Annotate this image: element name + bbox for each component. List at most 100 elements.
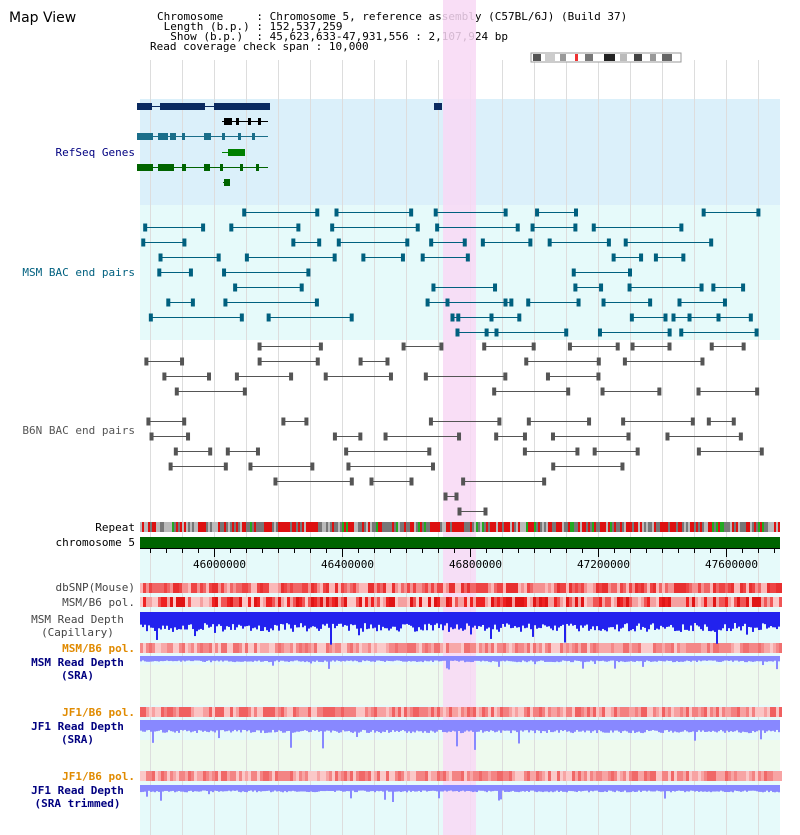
heat-cell <box>158 597 161 607</box>
depth-bar <box>714 785 716 792</box>
depth-bar <box>542 612 544 625</box>
bac-end-marker <box>564 328 569 337</box>
depth-bar <box>728 656 730 662</box>
repeat-segment <box>324 522 326 532</box>
repeat-segment <box>680 522 682 532</box>
heat-cell <box>332 643 335 653</box>
heat-cell <box>410 771 413 781</box>
depth-bar <box>232 785 234 791</box>
depth-bar <box>456 720 458 747</box>
repeat-segment <box>664 522 666 532</box>
heat-cell <box>401 583 404 593</box>
repeat-segment <box>728 522 730 532</box>
repeat-segment <box>268 522 270 532</box>
depth-bar <box>182 785 184 792</box>
depth-bar <box>666 612 668 627</box>
depth-bar <box>582 656 584 669</box>
heat-cell <box>776 597 779 607</box>
depth-bar <box>474 612 476 626</box>
heat-cell <box>179 707 182 717</box>
repeat-segment <box>180 522 182 532</box>
heat-cell <box>263 597 266 607</box>
bac-end-marker <box>144 357 149 366</box>
repeat-segment <box>586 522 588 532</box>
depth-bar <box>586 720 588 731</box>
heat-cell <box>404 707 407 717</box>
repeat-segment <box>170 522 172 532</box>
depth-bar <box>234 720 236 730</box>
depth-bar <box>550 785 552 792</box>
repeat-segment <box>234 522 236 532</box>
heat-cell <box>374 583 377 593</box>
depth-bar <box>722 720 724 732</box>
repeat-segment <box>444 522 446 532</box>
depth-bar <box>342 656 344 661</box>
bac-end-marker <box>208 447 213 456</box>
repeat-segment <box>684 522 686 532</box>
depth-bar <box>360 785 362 791</box>
depth-bar <box>302 656 304 662</box>
repeat-segment <box>514 522 516 532</box>
track-label-msm-bac[interactable]: MSM BAC end pairs <box>22 266 135 279</box>
heat-cell <box>455 597 458 607</box>
bac-end-marker <box>317 238 322 247</box>
heat-cell <box>212 643 215 653</box>
bac-end-marker <box>700 357 705 366</box>
repeat-segment <box>746 522 748 532</box>
depth-bar <box>546 656 548 662</box>
depth-bar <box>598 785 600 792</box>
repeat-segment <box>216 522 218 532</box>
bac-end-marker <box>576 298 581 307</box>
track-label-b6n-bac[interactable]: B6N BAC end pairs <box>22 424 135 437</box>
heat-cell <box>434 583 437 593</box>
bac-end-marker <box>623 238 628 247</box>
repeat-segment <box>702 522 704 532</box>
heat-cell <box>428 583 431 593</box>
depth-bar <box>312 785 314 793</box>
bac-end-marker <box>242 208 247 217</box>
depth-bar <box>304 785 306 792</box>
gene-exon <box>258 118 261 125</box>
depth-bar <box>592 785 594 792</box>
heat-cell <box>170 771 173 781</box>
heat-cell <box>404 583 407 593</box>
bac-end-marker <box>600 387 605 396</box>
ideogram-band <box>575 54 578 61</box>
repeat-segment <box>762 522 764 532</box>
repeat-segment <box>200 522 202 532</box>
repeat-segment <box>318 522 320 532</box>
depth-bar <box>466 612 468 624</box>
depth-bar <box>318 720 320 732</box>
heat-cell <box>173 707 176 717</box>
heat-cell <box>353 771 356 781</box>
heat-cell <box>218 771 221 781</box>
heat-cell <box>506 597 509 607</box>
depth-bar <box>336 612 338 626</box>
heat-cell <box>452 583 455 593</box>
depth-bar <box>374 612 376 628</box>
depth-bar <box>506 612 508 624</box>
heat-cell <box>713 643 716 653</box>
repeat-segment <box>222 522 224 532</box>
track-label-refseq[interactable]: RefSeq Genes <box>55 146 135 159</box>
heat-cell <box>353 583 356 593</box>
heat-cell <box>488 771 491 781</box>
depth-bar <box>302 612 304 628</box>
heat-cell <box>155 771 158 781</box>
msm-depth-cap-line2: (Capillary) <box>41 626 114 639</box>
heat-cell <box>395 583 398 593</box>
repeat-segment <box>342 522 344 532</box>
bac-end-marker <box>566 387 571 396</box>
heat-cell <box>191 771 194 781</box>
heat-cell <box>350 771 353 781</box>
heat-cell <box>326 771 329 781</box>
heat-cell <box>344 643 347 653</box>
gene-exon <box>158 164 174 171</box>
heat-cell <box>254 643 257 653</box>
bac-end-marker <box>423 372 428 381</box>
heat-cell <box>356 771 359 781</box>
bac-end-marker <box>716 313 721 322</box>
heat-cell <box>635 597 638 607</box>
bac-end-marker <box>346 462 351 471</box>
